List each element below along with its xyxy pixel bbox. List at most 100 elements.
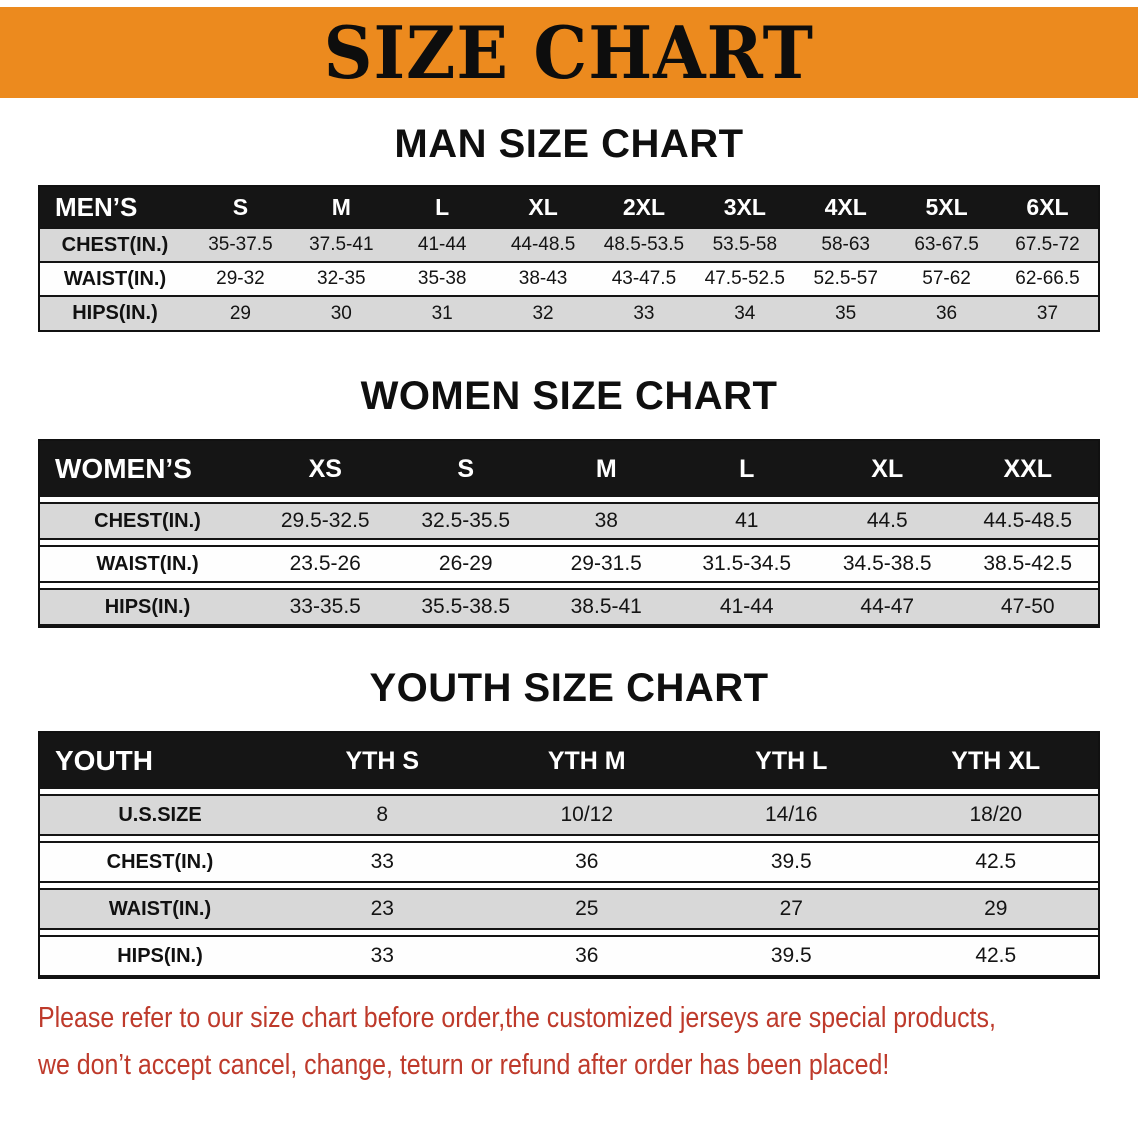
men-table-frame: MEN’S S M L XL 2XL 3XL 4XL 5XL 6XL CHEST(IN.) 35-37… xyxy=(38,185,1100,332)
table-header-row: YOUTH YTH S YTH M YTH L YTH XL xyxy=(40,733,1098,789)
size-value-cell: 35.5-38.5 xyxy=(395,588,536,626)
disclaimer-line-1: Please refer to our size chart before or… xyxy=(38,1002,996,1034)
size-value-cell: 14/16 xyxy=(689,794,894,836)
size-value-cell: 44-48.5 xyxy=(492,227,594,262)
size-value-cell: 37 xyxy=(997,295,1098,330)
size-value-cell: 33 xyxy=(280,935,485,977)
size-value-cell: 34.5-38.5 xyxy=(817,545,958,583)
size-column-header: S xyxy=(190,187,291,228)
size-value-cell: 62-66.5 xyxy=(997,261,1098,296)
women-section-heading: WOMEN SIZE CHART xyxy=(360,374,778,418)
size-column-header: YTH M xyxy=(484,733,689,789)
measurement-row: WAIST(IN.) 23 25 27 29 xyxy=(40,888,1098,930)
men-section-heading: MAN SIZE CHART xyxy=(394,122,744,166)
size-value-cell: 35-37.5 xyxy=(190,227,291,262)
table-header-row: MEN’S S M L XL 2XL 3XL 4XL 5XL 6XL xyxy=(40,187,1098,228)
size-value-cell: 39.5 xyxy=(689,935,894,977)
size-column-header: XL xyxy=(492,187,594,228)
size-value-cell: 43-47.5 xyxy=(593,261,695,296)
men-size-table: MEN’S S M L XL 2XL 3XL 4XL 5XL 6XL CHEST(IN.) 35-37… xyxy=(40,187,1098,330)
size-value-cell: 44.5 xyxy=(817,502,958,540)
size-value-cell: 23.5-26 xyxy=(255,545,396,583)
youth-section-heading: YOUTH SIZE CHART xyxy=(369,666,769,710)
size-value-cell: 47-50 xyxy=(957,588,1098,626)
size-column-header: 4XL xyxy=(795,187,897,228)
row-label: CHEST(IN.) xyxy=(40,841,280,883)
table-corner-label: MEN’S xyxy=(40,187,190,228)
measurement-row: HIPS(IN.) 29 30 31 32 33 34 35 36 37 xyxy=(40,295,1098,330)
size-value-cell: 29-31.5 xyxy=(536,545,677,583)
size-column-header: S xyxy=(395,441,536,497)
youth-size-table: YOUTH YTH S YTH M YTH L YTH XL U.S.SIZE 8 10/12… xyxy=(40,733,1098,977)
size-value-cell: 18/20 xyxy=(893,794,1098,836)
size-value-cell: 29 xyxy=(893,888,1098,930)
men-size-section: MAN SIZE CHART MEN’S S M L XL 2XL 3XL 4XL 5XL 6XL… xyxy=(0,122,1138,332)
size-value-cell: 30 xyxy=(290,295,392,330)
size-value-cell: 42.5 xyxy=(893,935,1098,977)
size-value-cell: 29.5-32.5 xyxy=(255,502,396,540)
size-value-cell: 63-67.5 xyxy=(896,227,997,262)
size-column-header: XS xyxy=(255,441,396,497)
size-value-cell: 32.5-35.5 xyxy=(395,502,536,540)
row-label: CHEST(IN.) xyxy=(40,227,190,262)
size-column-header: YTH L xyxy=(689,733,894,789)
size-column-header: 5XL xyxy=(896,187,997,228)
size-value-cell: 34 xyxy=(694,295,796,330)
measurement-row: WAIST(IN.) 23.5-26 26-29 29-31.5 31.5-34.5 34… xyxy=(40,545,1098,583)
measurement-row: WAIST(IN.) 29-32 32-35 35-38 38-43 43-47.5 47.… xyxy=(40,261,1098,296)
size-column-header: L xyxy=(391,187,493,228)
size-value-cell: 38.5-42.5 xyxy=(957,545,1098,583)
measurement-row: HIPS(IN.) 33-35.5 35.5-38.5 38.5-41 41-44 44-… xyxy=(40,588,1098,626)
size-value-cell: 44.5-48.5 xyxy=(957,502,1098,540)
table-header-row: WOMEN’S XS S M L XL XXL xyxy=(40,441,1098,497)
size-value-cell: 33 xyxy=(593,295,695,330)
size-column-header: YTH S xyxy=(280,733,485,789)
size-column-header: XXL xyxy=(957,441,1098,497)
size-value-cell: 25 xyxy=(484,888,689,930)
row-label: WAIST(IN.) xyxy=(40,261,190,296)
row-label: WAIST(IN.) xyxy=(40,888,280,930)
row-label: HIPS(IN.) xyxy=(40,935,280,977)
table-corner-label: WOMEN’S xyxy=(40,441,255,497)
size-value-cell: 48.5-53.5 xyxy=(593,227,695,262)
size-value-cell: 35-38 xyxy=(391,261,493,296)
row-label: CHEST(IN.) xyxy=(40,502,255,540)
size-value-cell: 8 xyxy=(280,794,485,836)
size-value-cell: 29 xyxy=(190,295,291,330)
measurement-row: CHEST(IN.) 33 36 39.5 42.5 xyxy=(40,841,1098,883)
size-value-cell: 38-43 xyxy=(492,261,594,296)
size-column-header: 2XL xyxy=(593,187,695,228)
measurement-row: CHEST(IN.) 29.5-32.5 32.5-35.5 38 41 44.5 44.5… xyxy=(40,502,1098,540)
size-value-cell: 53.5-58 xyxy=(694,227,796,262)
size-value-cell: 38 xyxy=(536,502,677,540)
women-size-table: WOMEN’S XS S M L XL XXL CHEST(IN.) 29.5-32.5 32.5… xyxy=(40,441,1098,626)
measurement-row: U.S.SIZE 8 10/12 14/16 18/20 xyxy=(40,794,1098,836)
size-chart-banner: SIZE CHART xyxy=(0,7,1138,98)
disclaimer-line-2: we don’t accept cancel, change, teturn o… xyxy=(38,1048,890,1081)
size-value-cell: 33-35.5 xyxy=(255,588,396,626)
youth-size-section: YOUTH SIZE CHART YOUTH YTH S YTH M YTH L YTH… xyxy=(0,666,1138,979)
size-value-cell: 37.5-41 xyxy=(290,227,392,262)
size-value-cell: 36 xyxy=(896,295,997,330)
measurement-row: CHEST(IN.) 35-37.5 37.5-41 41-44 44-48.5 48.5… xyxy=(40,227,1098,262)
size-value-cell: 31.5-34.5 xyxy=(676,545,817,583)
size-column-header: 3XL xyxy=(694,187,796,228)
size-column-header: YTH XL xyxy=(893,733,1098,789)
size-value-cell: 10/12 xyxy=(484,794,689,836)
size-value-cell: 36 xyxy=(484,841,689,883)
size-column-header: XL xyxy=(817,441,958,497)
size-value-cell: 67.5-72 xyxy=(997,227,1098,262)
size-value-cell: 41 xyxy=(676,502,817,540)
row-label: HIPS(IN.) xyxy=(40,295,190,330)
size-value-cell: 57-62 xyxy=(896,261,997,296)
size-value-cell: 27 xyxy=(689,888,894,930)
size-value-cell: 33 xyxy=(280,841,485,883)
size-value-cell: 32-35 xyxy=(290,261,392,296)
size-column-header: L xyxy=(676,441,817,497)
size-column-header: M xyxy=(290,187,392,228)
women-size-section: WOMEN SIZE CHART WOMEN’S XS S M L XL XXL CHEST(… xyxy=(0,374,1138,628)
size-value-cell: 36 xyxy=(484,935,689,977)
size-value-cell: 58-63 xyxy=(795,227,897,262)
size-value-cell: 35 xyxy=(795,295,897,330)
row-label: HIPS(IN.) xyxy=(40,588,255,626)
